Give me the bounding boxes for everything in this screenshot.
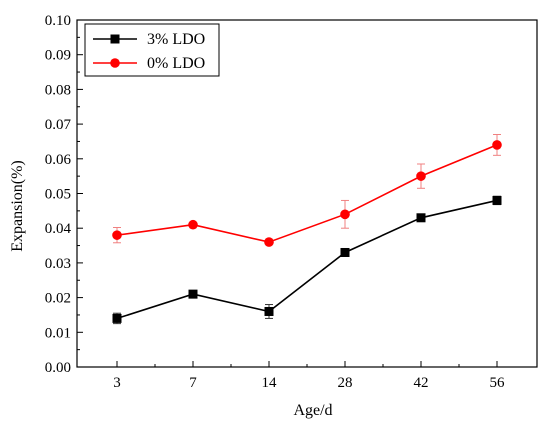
y-tick-label: 0.00 <box>45 360 71 376</box>
y-tick-label: 0.01 <box>45 325 71 341</box>
y-tick-label: 0.04 <box>45 221 72 237</box>
x-tick-label: 3 <box>113 375 121 391</box>
legend-label: 0% LDO <box>147 55 205 72</box>
legend-box <box>84 23 220 77</box>
data-point <box>188 219 198 230</box>
x-tick-label: 28 <box>338 375 353 391</box>
data-point <box>492 140 502 150</box>
legend-marker <box>110 58 120 68</box>
y-tick-label: 0.03 <box>45 256 71 272</box>
legend: 3% LDO 0% LDO <box>84 23 220 77</box>
data-point <box>112 313 122 323</box>
legend-marker <box>110 34 120 44</box>
y-axis-label: Expansion(%) <box>9 160 26 252</box>
data-point <box>340 209 350 220</box>
series-0 <box>112 195 502 325</box>
y-tick-label: 0.09 <box>45 48 71 64</box>
y-tick-label: 0.10 <box>45 13 71 29</box>
data-point <box>340 247 350 257</box>
legend-label: 3% LDO <box>147 31 205 48</box>
series-line <box>116 144 498 243</box>
x-tick-label: 56 <box>490 375 506 391</box>
data-point <box>416 213 426 223</box>
y-tick-label: 0.02 <box>45 291 71 307</box>
x-tick-label: 42 <box>414 375 429 391</box>
plot-area: 0.00 0.01 0.02 0.03 0.04 0.05 0.06 0.07 0.08 0.09… <box>45 13 538 391</box>
series-1 <box>112 134 502 247</box>
series-line <box>116 199 498 320</box>
data-point <box>264 237 274 247</box>
data-point <box>188 289 198 299</box>
data-point <box>492 195 502 205</box>
y-tick-label: 0.07 <box>45 117 72 133</box>
data-point <box>416 171 426 181</box>
x-tick-label: 14 <box>262 375 278 391</box>
data-point <box>264 306 274 316</box>
y-tick-label: 0.05 <box>45 187 71 203</box>
y-tick-label: 0.08 <box>45 82 71 98</box>
x-axis-label: Age/d <box>293 402 332 419</box>
x-tick-label: 7 <box>189 375 197 391</box>
y-tick-label: 0.06 <box>45 152 72 168</box>
data-point <box>112 230 122 240</box>
